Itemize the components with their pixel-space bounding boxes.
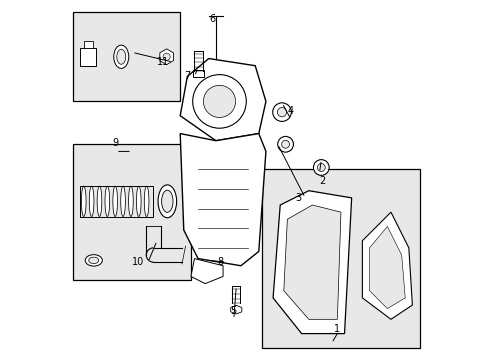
Text: 8: 8: [217, 257, 223, 267]
Bar: [192, 70, 204, 77]
Ellipse shape: [81, 186, 86, 216]
Polygon shape: [369, 226, 405, 309]
Polygon shape: [272, 191, 351, 334]
Text: 4: 4: [287, 106, 293, 116]
Ellipse shape: [121, 186, 125, 216]
Text: 5: 5: [230, 306, 236, 316]
Polygon shape: [362, 212, 411, 319]
Text: 10: 10: [132, 257, 144, 267]
Ellipse shape: [158, 185, 176, 218]
Text: 9: 9: [113, 138, 119, 148]
Text: 2: 2: [319, 176, 325, 186]
Ellipse shape: [117, 49, 125, 64]
Bar: [262, 169, 419, 348]
Text: 6: 6: [209, 14, 215, 24]
Ellipse shape: [113, 186, 117, 216]
Ellipse shape: [128, 186, 133, 216]
Circle shape: [313, 159, 328, 175]
Polygon shape: [180, 59, 265, 141]
Bar: [80, 48, 96, 66]
Circle shape: [272, 103, 291, 121]
Circle shape: [163, 53, 170, 60]
Ellipse shape: [136, 186, 141, 216]
Polygon shape: [230, 305, 242, 314]
Ellipse shape: [162, 190, 173, 212]
Ellipse shape: [85, 255, 102, 266]
Text: 7: 7: [184, 71, 190, 81]
Ellipse shape: [89, 186, 94, 216]
Polygon shape: [160, 49, 173, 64]
Polygon shape: [283, 205, 340, 319]
Ellipse shape: [97, 186, 102, 216]
Circle shape: [203, 85, 235, 117]
Circle shape: [277, 108, 286, 117]
Text: 1: 1: [334, 324, 340, 334]
Bar: [83, 41, 93, 48]
Ellipse shape: [105, 186, 109, 216]
Ellipse shape: [114, 45, 128, 68]
Circle shape: [192, 75, 246, 128]
Bar: [73, 144, 190, 280]
Polygon shape: [190, 258, 223, 284]
Text: 3: 3: [295, 193, 301, 203]
Text: 11: 11: [157, 57, 169, 67]
Polygon shape: [180, 134, 265, 266]
Bar: [73, 12, 180, 102]
Bar: [80, 186, 153, 217]
Ellipse shape: [144, 186, 149, 216]
Circle shape: [277, 136, 293, 152]
Ellipse shape: [88, 257, 99, 264]
Circle shape: [281, 140, 289, 148]
Circle shape: [317, 163, 325, 171]
